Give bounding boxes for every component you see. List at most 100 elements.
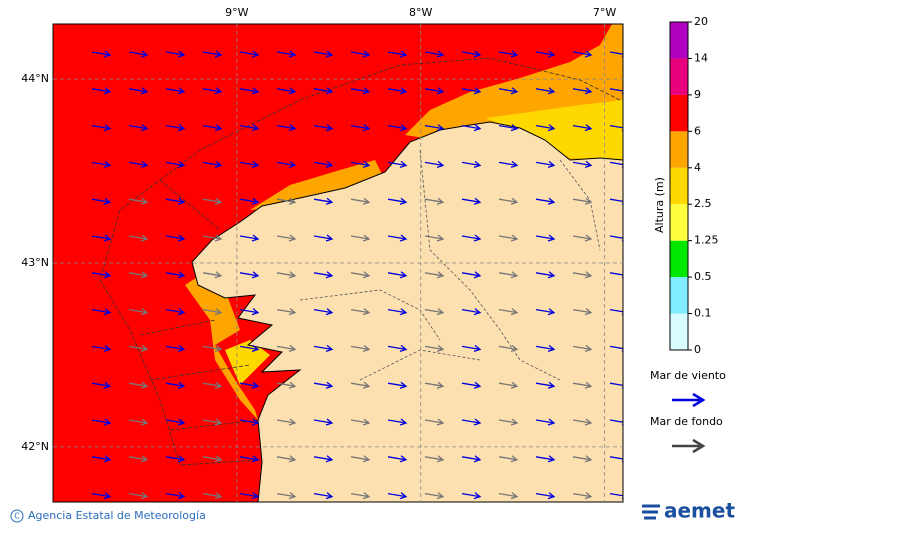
- map: [53, 24, 623, 502]
- arrow: [350, 160, 371, 169]
- arrow: [535, 381, 556, 389]
- arrow: [461, 381, 482, 389]
- legend-arrow: [672, 438, 706, 454]
- colorbar-frame: [669, 21, 689, 351]
- arrow: [313, 381, 334, 389]
- arrow: [350, 308, 371, 316]
- arrow: [91, 271, 112, 279]
- colorbar-tick-label: 20: [694, 15, 708, 28]
- colorbar-tick-label: 0.5: [694, 270, 712, 283]
- arrow: [498, 344, 519, 353]
- arrow: [424, 50, 445, 58]
- arrow: [572, 271, 593, 279]
- lon-tick-label: 8°W: [409, 6, 432, 19]
- arrow: [202, 492, 223, 500]
- colorbar-tick-label: 6: [694, 124, 701, 137]
- arrow: [461, 308, 482, 316]
- arrow: [128, 160, 149, 169]
- arrow: [276, 308, 297, 316]
- arrow: [128, 87, 149, 95]
- arrow: [387, 381, 408, 389]
- arrow: [239, 492, 260, 500]
- arrow: [202, 308, 223, 316]
- arrow: [461, 492, 482, 500]
- arrow: [461, 455, 482, 463]
- arrow: [461, 197, 482, 205]
- arrow: [165, 492, 186, 500]
- arrow: [276, 455, 297, 463]
- arrow: [572, 308, 593, 316]
- arrow: [498, 50, 519, 58]
- arrow: [609, 51, 623, 58]
- arrow: [313, 160, 334, 169]
- arrow: [498, 234, 519, 242]
- legend-arrow: [672, 392, 706, 408]
- arrow: [350, 197, 371, 205]
- arrow: [91, 197, 112, 205]
- colorbar-tick-label: 9: [694, 88, 701, 101]
- arrow: [461, 271, 482, 279]
- arrow: [572, 234, 593, 242]
- arrow: [461, 234, 482, 242]
- arrow: [498, 455, 519, 463]
- arrow: [276, 492, 297, 500]
- arrow: [165, 197, 186, 205]
- arrow: [535, 492, 556, 500]
- arrow: [313, 455, 334, 463]
- lon-tick-label: 9°W: [225, 6, 248, 19]
- arrow: [239, 418, 260, 426]
- arrow: [276, 50, 297, 58]
- arrow: [535, 308, 556, 316]
- arrow: [202, 271, 223, 279]
- arrow: [239, 124, 260, 132]
- arrow: [461, 50, 482, 58]
- arrow: [535, 344, 556, 353]
- arrow: [202, 50, 223, 58]
- lat-tick-label: 42°N: [21, 440, 49, 453]
- arrow: [313, 50, 334, 58]
- arrow: [239, 50, 260, 58]
- arrow: [313, 197, 334, 205]
- arrow: [128, 124, 149, 132]
- arrow: [350, 418, 371, 426]
- arrow: [387, 124, 408, 132]
- arrow: [498, 418, 519, 426]
- arrow: [424, 160, 445, 169]
- arrow: [202, 455, 223, 463]
- logo: aemet: [664, 499, 735, 523]
- arrow: [313, 308, 334, 316]
- arrow: [276, 418, 297, 426]
- arrow: [498, 124, 519, 132]
- arrow: [609, 235, 623, 242]
- arrow: [609, 198, 623, 205]
- arrow: [387, 50, 408, 58]
- arrow: [128, 418, 149, 426]
- colorbar-band: [670, 58, 688, 95]
- colorbar-tick-label: 4: [694, 161, 701, 174]
- arrow: [387, 344, 408, 353]
- arrow: [572, 87, 593, 95]
- arrow: [609, 492, 623, 500]
- arrow: [239, 197, 260, 205]
- colorbar-band: [670, 22, 688, 59]
- arrow: [239, 271, 260, 279]
- arrow: [535, 234, 556, 242]
- arrow: [387, 271, 408, 279]
- lon-tick-label: 7°W: [593, 6, 616, 19]
- arrow: [313, 344, 334, 353]
- colorbar-tick-label: 0: [694, 343, 701, 356]
- arrow: [535, 455, 556, 463]
- arrow: [91, 381, 112, 389]
- arrow: [424, 455, 445, 463]
- arrow: [572, 160, 593, 169]
- colorbar-band: [670, 240, 688, 278]
- wave-arrows: [91, 50, 623, 500]
- arrow: [165, 87, 186, 95]
- arrow: [387, 418, 408, 426]
- arrow: [128, 234, 149, 242]
- arrow: [276, 271, 297, 279]
- province-borders: [299, 149, 601, 381]
- arrow: [572, 492, 593, 500]
- arrow: [313, 87, 334, 95]
- arrow: [202, 234, 223, 242]
